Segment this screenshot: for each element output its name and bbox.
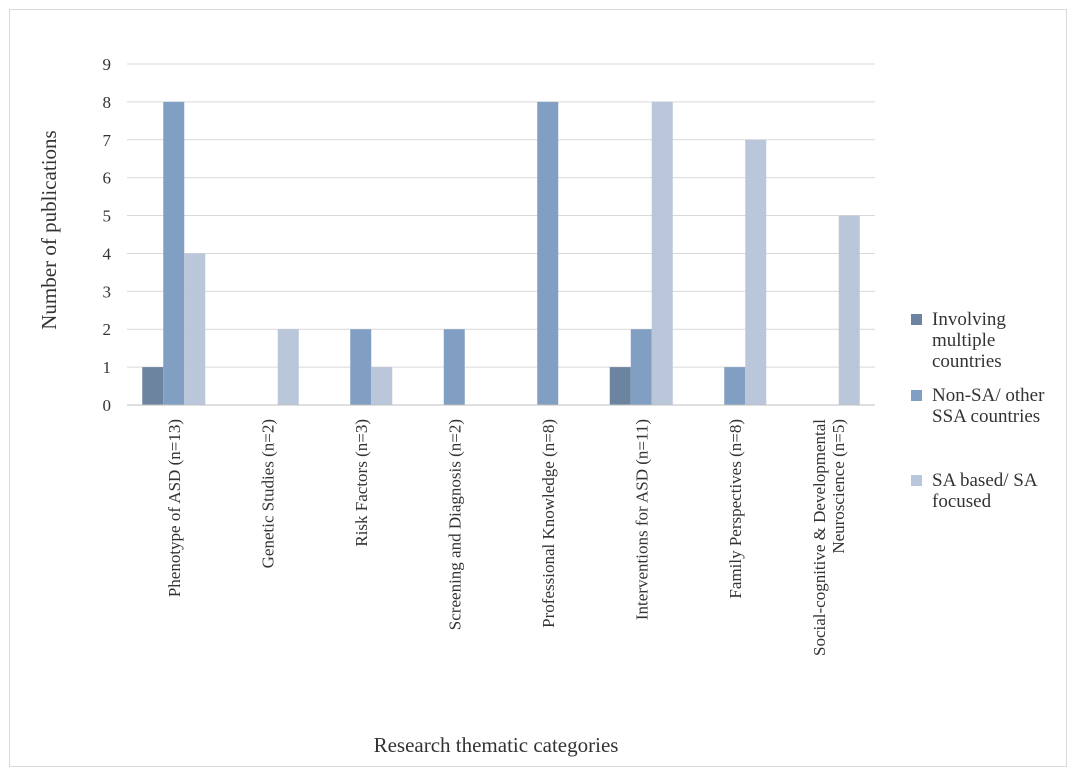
legend: Involving multiple countries Non-SA/ other S… [911,309,1045,512]
x-axis-title: Research thematic categories [374,733,619,757]
legend-swatch-0 [911,314,922,325]
y-tick-label-8: 8 [103,93,112,112]
bar-0-2 [184,253,206,405]
legend-label-2: SA based/ SA focused [932,470,1038,512]
bars [142,101,860,405]
x-tick-label-3: Screening and Diagnosis (n=2) [445,419,464,630]
bar-6-1 [724,367,746,405]
y-tick-label-6: 6 [103,169,112,188]
x-tick-label-1: Genetic Studies (n=2) [258,419,277,568]
y-tick-label-0: 0 [103,396,112,415]
y-axis-title: Number of publications [37,130,61,329]
bar-7-2 [838,215,860,405]
y-tick-label-2: 2 [103,320,112,339]
y-tick-label-9: 9 [103,55,112,74]
x-tick-labels: Phenotype of ASD (n=13) Genetic Studies (… [165,419,848,656]
legend-swatch-1 [911,390,922,401]
x-tick-label-2: Risk Factors (n=3) [352,419,371,547]
y-tick-label-1: 1 [103,358,112,377]
bar-1-2 [277,329,299,405]
bar-6-2 [745,139,767,405]
bar-5-1 [630,329,652,405]
x-tick-label-0: Phenotype of ASD (n=13) [165,419,184,597]
bar-0-0 [142,367,164,405]
y-tick-label-7: 7 [103,131,112,150]
x-tick-label-7: Social-cognitive & DevelopmentalNeurosci… [810,419,848,656]
legend-label-0: Involving multiple countries [932,309,1006,372]
y-tick-label-4: 4 [103,244,112,263]
bar-5-0 [609,367,631,405]
y-tick-label-5: 5 [103,207,112,226]
bar-2-2 [371,367,393,405]
y-tick-label-3: 3 [103,282,112,301]
bar-2-1 [350,329,372,405]
bar-0-1 [163,101,185,405]
bar-4-1 [537,101,559,405]
legend-swatch-2 [911,475,922,486]
x-tick-label-6: Family Perspectives (n=8) [726,419,745,599]
legend-label-1: Non-SA/ other SSA countries [932,385,1045,427]
bar-3-1 [443,329,465,405]
x-tick-label-4: Professional Knowledge (n=8) [539,419,558,628]
y-tick-labels: 0 1 2 3 4 5 6 7 8 9 [103,55,112,415]
x-tick-label-5: Interventions for ASD (n=11) [632,419,651,620]
bar-5-2 [651,101,673,405]
